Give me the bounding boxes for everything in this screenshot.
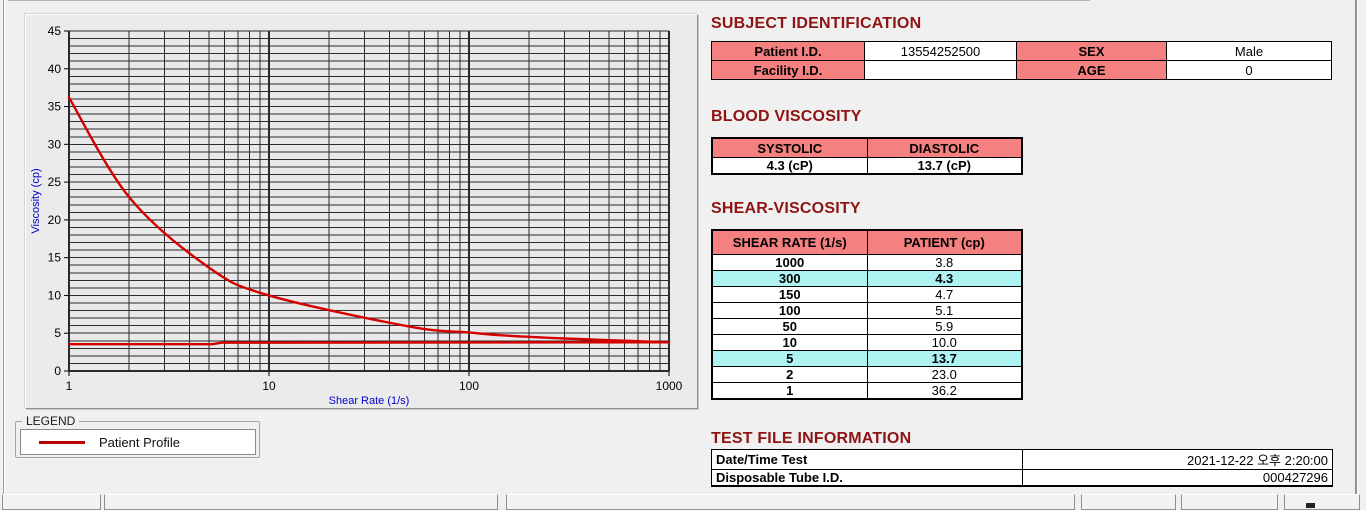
table-row: SYSTOLIC DIASTOLIC [711, 137, 1023, 158]
patient-cp-cell: 10.0 [866, 334, 1023, 351]
svg-text:5: 5 [54, 326, 61, 340]
facility-id-label: Facility I.D. [711, 60, 865, 80]
disposable-tube-id-label: Disposable Tube I.D. [711, 469, 1023, 487]
patient-cp-cell: 23.0 [866, 366, 1023, 383]
diastolic-header: DIASTOLIC [866, 137, 1023, 158]
svg-text:15: 15 [48, 251, 62, 265]
table-row: 150 4.7 [711, 286, 1023, 303]
patient-id-value: 13554252500 [864, 41, 1017, 61]
patient-id-label: Patient I.D. [711, 41, 865, 61]
table-row: 1 36.2 [711, 382, 1023, 400]
svg-text:Viscosity (cp): Viscosity (cp) [30, 168, 42, 233]
table-row: Disposable Tube I.D. 000427296 [711, 469, 1333, 487]
svg-text:10: 10 [48, 288, 62, 302]
table-row: 2 23.0 [711, 366, 1023, 383]
window-border-left [3, 0, 4, 508]
shear-viscosity-heading: SHEAR-VISCOSITY [711, 200, 861, 217]
diastolic-value: 13.7 (cP) [866, 157, 1023, 175]
sex-value: Male [1166, 41, 1332, 61]
legend-content: Patient Profile [20, 429, 256, 455]
patient-cp-cell: 5.1 [866, 302, 1023, 319]
test-file-information-heading: TEST FILE INFORMATION [711, 430, 912, 447]
subject-identification-heading: SUBJECT IDENTIFICATION [711, 15, 922, 32]
table-row: 50 5.9 [711, 318, 1023, 335]
viscosity-chart-svg: 0 5 10 15 20 25 30 35 40 45 1 10 100 1000 Viscosity (c… [30, 24, 683, 407]
table-row: Patient I.D. 13554252500 SEX Male [711, 41, 1332, 61]
shear-rate-header: SHEAR RATE (1/s) [711, 229, 868, 255]
table-row: 300 4.3 [711, 270, 1023, 287]
test-file-information-table: Date/Time Test 2021-12-22 오후 2:20:00 Dis… [711, 449, 1333, 487]
svg-text:1: 1 [66, 379, 73, 393]
svg-text:20: 20 [48, 213, 62, 227]
svg-text:Shear Rate (1/s): Shear Rate (1/s) [329, 395, 410, 407]
shear-rate-cell: 2 [711, 366, 868, 383]
patient-cp-cell: 3.8 [866, 254, 1023, 271]
svg-text:35: 35 [48, 100, 62, 114]
systolic-header: SYSTOLIC [711, 137, 868, 158]
table-row: 1000 3.8 [711, 254, 1023, 271]
svg-text:45: 45 [48, 24, 62, 38]
legend-groupbox: LEGEND Patient Profile [15, 414, 260, 458]
table-row: 100 5.1 [711, 302, 1023, 319]
viscosity-chart-panel: 0 5 10 15 20 25 30 35 40 45 1 10 100 1000 Viscosity (c… [25, 14, 698, 409]
blood-viscosity-table: SYSTOLIC DIASTOLIC 4.3 (cP) 13.7 (cP) [711, 137, 1023, 175]
shear-rate-cell: 1 [711, 382, 868, 400]
table-row: 4.3 (cP) 13.7 (cP) [711, 157, 1023, 175]
legend-entry-label: Patient Profile [99, 434, 180, 450]
svg-text:0: 0 [54, 364, 61, 378]
date-time-test-value: 2021-12-22 오후 2:20:00 [1022, 449, 1333, 470]
table-row: Facility I.D. AGE 0 [711, 60, 1332, 80]
blood-viscosity-heading: BLOOD VISCOSITY [711, 108, 862, 125]
window-border-right-highlight [1357, 0, 1358, 508]
patient-cp-cell: 13.7 [866, 350, 1023, 367]
table-row: 10 10.0 [711, 334, 1023, 351]
svg-text:1000: 1000 [656, 379, 683, 393]
statusbar-clipped-glyph [1306, 503, 1315, 508]
shear-rate-cell: 1000 [711, 254, 868, 271]
shear-rate-cell: 50 [711, 318, 868, 335]
patient-cp-cell: 5.9 [866, 318, 1023, 335]
svg-text:40: 40 [48, 62, 62, 76]
svg-text:10: 10 [262, 379, 276, 393]
patient-profile-line-swatch [39, 440, 85, 444]
patient-cp-cell: 4.7 [866, 286, 1023, 303]
facility-id-value [864, 60, 1017, 80]
patient-cp-header: PATIENT (cp) [866, 229, 1023, 255]
date-time-test-label: Date/Time Test [711, 449, 1023, 470]
shear-rate-cell: 100 [711, 302, 868, 319]
patient-cp-cell: 36.2 [866, 382, 1023, 400]
svg-text:25: 25 [48, 175, 62, 189]
shear-rate-cell: 10 [711, 334, 868, 351]
table-row: 5 13.7 [711, 350, 1023, 367]
age-label: AGE [1016, 60, 1167, 80]
window-border-left-highlight [4, 0, 5, 508]
svg-text:30: 30 [48, 137, 62, 151]
systolic-value: 4.3 (cP) [711, 157, 868, 175]
table-row: SHEAR RATE (1/s) PATIENT (cp) [711, 229, 1023, 255]
window-border-top [8, 0, 1090, 1]
shear-viscosity-table: SHEAR RATE (1/s) PATIENT (cp) 1000 3.8 300… [711, 229, 1023, 400]
age-value: 0 [1166, 60, 1332, 80]
sex-label: SEX [1016, 41, 1167, 61]
shear-rate-cell: 150 [711, 286, 868, 303]
disposable-tube-id-value: 000427296 [1022, 469, 1333, 487]
svg-text:100: 100 [459, 379, 479, 393]
subject-identification-table: Patient I.D. 13554252500 SEX Male Facili… [711, 41, 1332, 80]
window-border-right [1355, 0, 1357, 508]
shear-rate-cell: 5 [711, 350, 868, 367]
legend-title: LEGEND [22, 414, 80, 428]
table-row: Date/Time Test 2021-12-22 오후 2:20:00 [711, 449, 1333, 470]
patient-cp-cell: 4.3 [866, 270, 1023, 287]
shear-rate-cell: 300 [711, 270, 868, 287]
